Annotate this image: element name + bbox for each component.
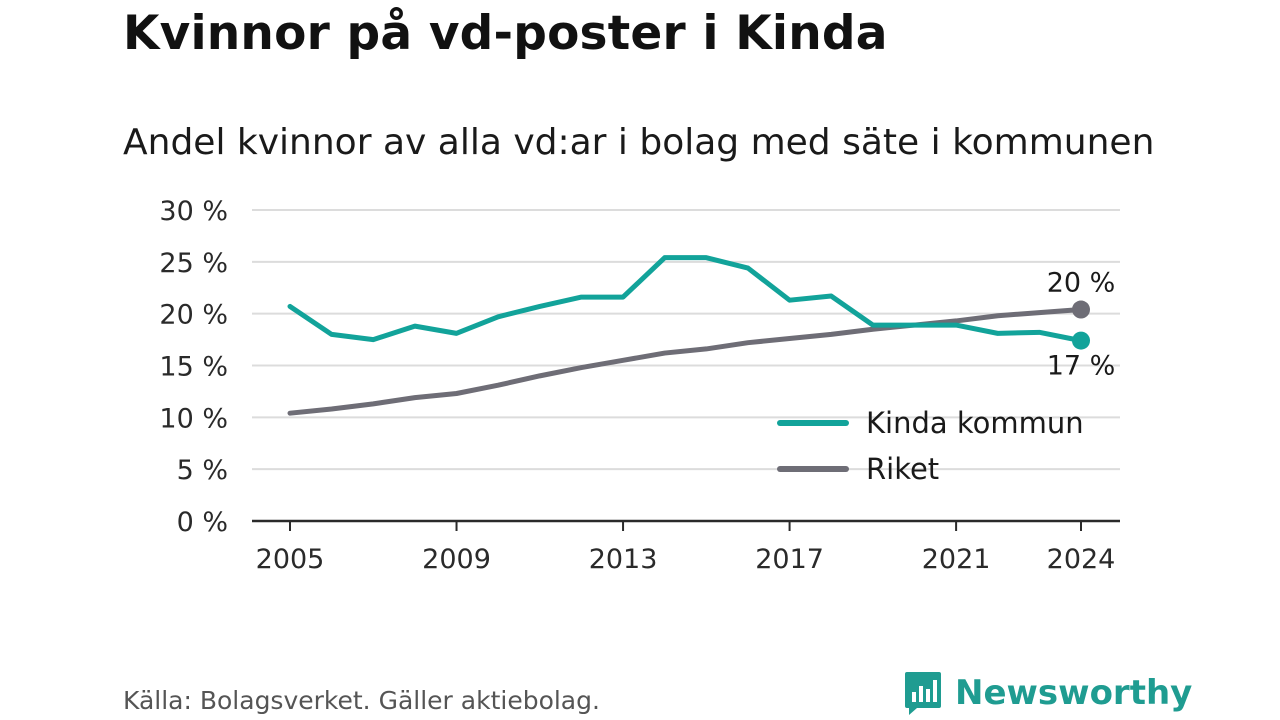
x-tick-label: 2013: [589, 544, 658, 575]
chart-subtitle: Andel kvinnor av alla vd:ar i bolag med …: [123, 122, 1155, 163]
legend: Kinda kommun Riket: [777, 406, 1084, 486]
series-lines: 20 % 17 %: [287, 255, 1116, 416]
y-tick-label: 15 %: [159, 352, 228, 383]
legend-label: Riket: [866, 452, 939, 486]
x-axis: 2005 2009 2013 2017 2021 2024: [252, 519, 1120, 575]
series-line-riket: [287, 307, 1084, 416]
end-point-kinda: [1072, 331, 1090, 350]
source-note: Källa: Bolagsverket. Gäller aktiebolag.: [123, 686, 600, 715]
grid-lines: [252, 209, 1120, 471]
y-tick-label: 0 %: [177, 507, 228, 538]
x-tick-label: 2024: [1047, 544, 1116, 575]
y-tick-label: 10 %: [159, 403, 228, 434]
end-point-riket: [1072, 300, 1090, 319]
y-tick-label: 30 %: [159, 196, 228, 227]
end-label-riket: 20 %: [1047, 268, 1116, 299]
y-tick-label: 25 %: [159, 248, 228, 279]
chart-title: Kvinnor på vd-poster i Kinda: [123, 6, 888, 61]
x-tick-label: 2017: [755, 544, 824, 575]
brand: Newsworthy: [903, 670, 1192, 716]
end-label-kinda: 17 %: [1047, 351, 1116, 382]
x-tick-label: 2005: [256, 544, 325, 575]
x-tick-label: 2009: [422, 544, 491, 575]
brand-name: Newsworthy: [955, 673, 1193, 713]
series-line-kinda: [287, 255, 1084, 344]
y-tick-label: 20 %: [159, 300, 228, 331]
newsworthy-logo-icon: [905, 672, 941, 715]
legend-label: Kinda kommun: [866, 406, 1084, 440]
y-tick-label: 5 %: [177, 455, 228, 486]
x-tick-label: 2021: [922, 544, 991, 575]
y-axis: 0 % 5 % 10 % 15 % 20 % 25 % 30 %: [159, 196, 228, 538]
